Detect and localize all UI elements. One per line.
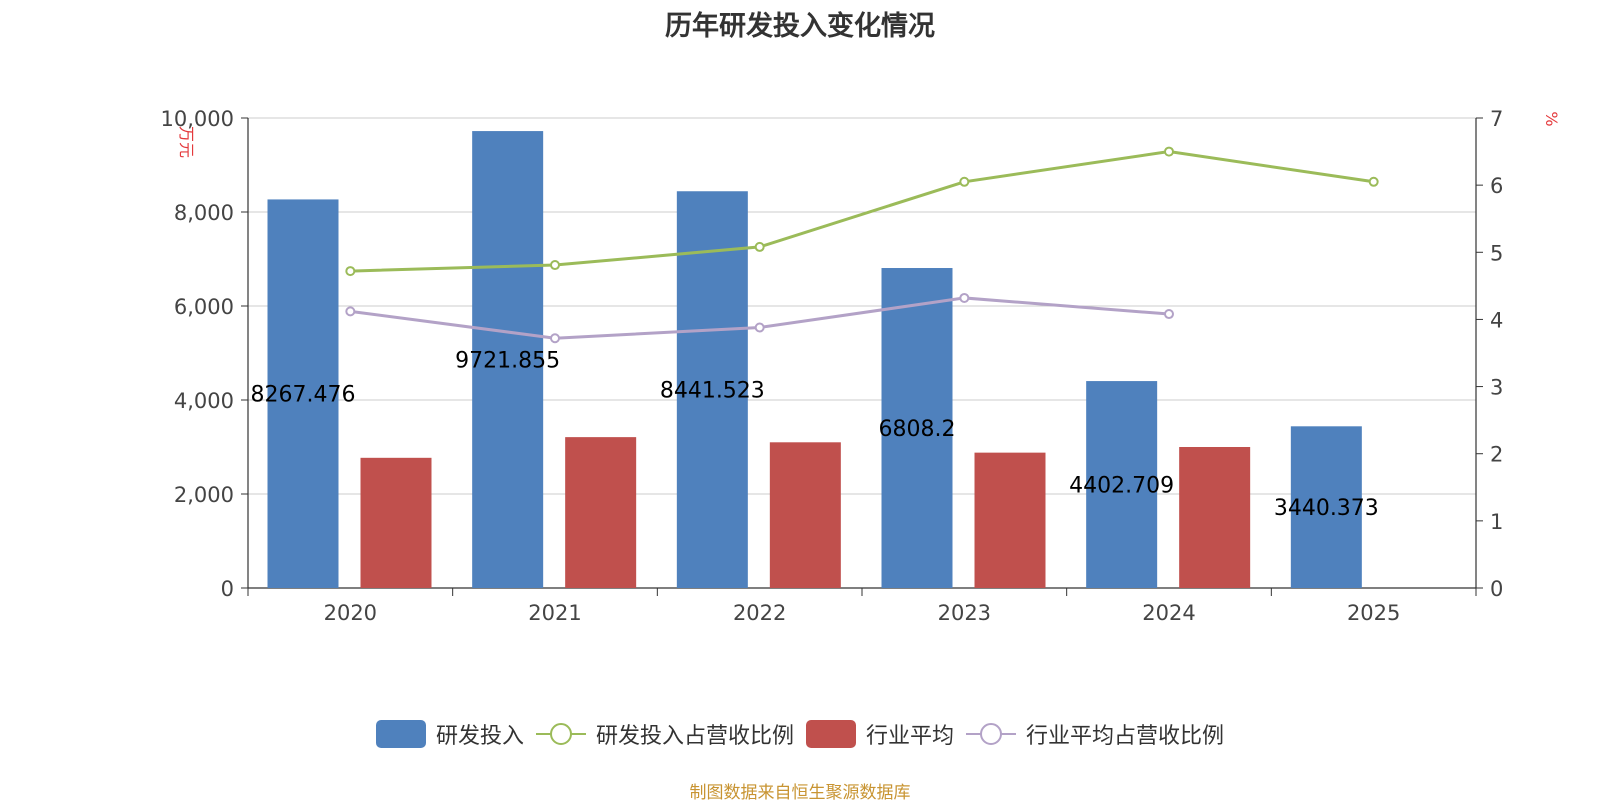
bar-data-label: 9721.855 xyxy=(455,349,560,374)
rd-ratio-point xyxy=(959,176,970,187)
y-left-tick-label: 2,000 xyxy=(174,483,234,507)
legend-item[interactable]: 行业平均 xyxy=(806,718,954,750)
y-right-tick-label: 2 xyxy=(1490,443,1503,467)
chart-plot: 0 2,000 4,000 6,000 8,000 10,000 0 1 2 3 4 5 6 7 万元% 20… xyxy=(161,107,1561,625)
bar-rd-investment xyxy=(881,268,953,588)
y-left-tick-label: 8,000 xyxy=(174,201,234,225)
x-tick-label: 2020 xyxy=(324,601,377,625)
legend-item[interactable]: 研发投入占营收比例 xyxy=(535,718,794,750)
rd-ratio-point xyxy=(754,241,765,252)
bar-industry-average xyxy=(974,452,1046,588)
bar-data-label: 6808.2 xyxy=(879,417,956,442)
bar-data-label: 4402.709 xyxy=(1069,474,1174,499)
y-left-tick-label: 6,000 xyxy=(174,295,234,319)
legend-bar-swatch xyxy=(375,720,426,748)
bar-industry-average xyxy=(360,457,432,588)
chart-legend: 研发投入 研发投入占营收比例 行业平均 行业平均占营收比例 xyxy=(0,718,1600,750)
legend-item[interactable]: 行业平均占营收比例 xyxy=(966,718,1224,750)
y-left-tick-label: 10,000 xyxy=(161,107,234,131)
bar-data-label: 8441.523 xyxy=(660,379,765,404)
legend-line-swatch xyxy=(535,720,586,748)
x-tick-label: 2022 xyxy=(733,601,786,625)
bar-rd-investment xyxy=(472,131,544,588)
rd-ratio-point xyxy=(1368,176,1379,187)
source-note: 制图数据来自恒生聚源数据库 xyxy=(689,783,911,803)
industry-ratio-point xyxy=(1164,309,1174,320)
rd-ratio-point xyxy=(345,266,356,277)
y-right-unit-label: % xyxy=(1542,111,1561,126)
bar-data-label: 8267.476 xyxy=(251,383,356,408)
bar-rd-investment xyxy=(267,199,339,588)
legend-label: 行业平均 xyxy=(866,724,955,749)
industry-ratio-point xyxy=(550,333,560,344)
legend-line-swatch xyxy=(966,720,1017,748)
y-right-tick-label: 1 xyxy=(1490,510,1503,534)
bar-rd-investment xyxy=(1086,381,1158,588)
industry-ratio-point xyxy=(959,292,970,303)
rd-ratio-point xyxy=(550,260,560,271)
y-right-tick-label: 3 xyxy=(1490,376,1503,400)
x-tick-label: 2023 xyxy=(938,601,991,625)
x-tick-label: 2024 xyxy=(1142,601,1195,625)
bar-industry-average xyxy=(769,442,841,588)
chart-title: 历年研发投入变化情况 xyxy=(665,11,935,42)
bar-industry-average xyxy=(565,437,637,588)
y-right-tick-label: 6 xyxy=(1490,174,1503,198)
legend-label: 行业平均占营收比例 xyxy=(1026,724,1225,749)
industry-ratio-point xyxy=(754,322,765,333)
y-left-tick-label: 0 xyxy=(221,577,234,601)
rd-ratio-line xyxy=(350,150,1374,273)
bar-rd-investment xyxy=(1290,426,1362,588)
legend-label: 研发投入 xyxy=(435,724,524,749)
y-right-tick-label: 5 xyxy=(1490,241,1503,265)
legend-bar-swatch xyxy=(806,720,856,748)
y-right-tick-label: 4 xyxy=(1490,308,1503,332)
legend-label: 研发投入占营收比例 xyxy=(595,724,794,749)
y-right-tick-label: 7 xyxy=(1490,107,1503,131)
y-left-tick-label: 4,000 xyxy=(174,389,234,413)
x-tick-label: 2025 xyxy=(1347,601,1400,625)
y-right-tick-label: 0 xyxy=(1490,577,1503,601)
bar-data-label: 3440.373 xyxy=(1274,496,1379,521)
bar-rd-investment xyxy=(676,191,748,588)
y-left-unit-label: 万元 xyxy=(177,126,196,158)
legend-item[interactable]: 研发投入 xyxy=(375,718,524,750)
industry-ratio-point xyxy=(345,306,356,317)
x-tick-label: 2021 xyxy=(528,601,581,625)
bar-industry-average xyxy=(1179,447,1251,588)
rd-ratio-point xyxy=(1164,146,1174,157)
